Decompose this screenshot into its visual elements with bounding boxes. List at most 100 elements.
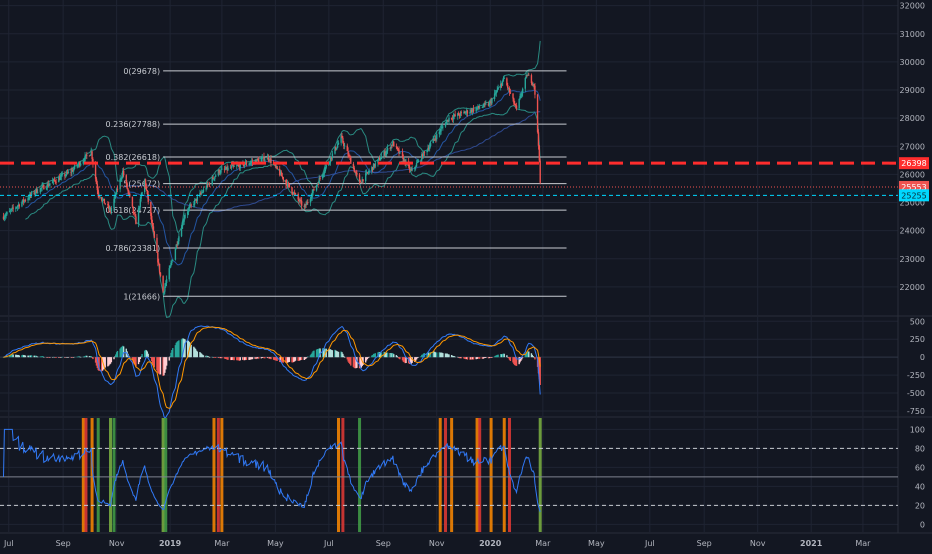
candle-body [426, 150, 428, 153]
macd-histogram-bar [403, 357, 405, 363]
macd-histogram-bar [293, 357, 295, 362]
macd-histogram-bar [410, 357, 412, 364]
rsi-line [3, 428, 541, 513]
candle-body [293, 192, 296, 194]
candle-body [329, 162, 331, 163]
candle-body [340, 135, 342, 143]
macd-histogram-bar [146, 351, 149, 358]
macd-histogram-bar [533, 357, 535, 358]
macd-histogram-bar [150, 357, 152, 358]
macd-histogram-bar [340, 351, 342, 358]
macd-histogram-bar [310, 354, 313, 358]
macd-histogram-bar [227, 357, 229, 360]
candle-body [432, 138, 434, 144]
macd-histogram-bar [152, 357, 155, 366]
macd-histogram-bar [432, 351, 434, 358]
macd-histogram-bar [460, 357, 462, 359]
macd-histogram-bar [477, 357, 479, 359]
macd-histogram-bar [305, 357, 307, 359]
candle-body [201, 192, 204, 193]
macd-histogram-bar [72, 357, 75, 358]
candle-body [366, 172, 369, 174]
macd-histogram-bar [490, 357, 492, 358]
candle-body [73, 165, 76, 170]
candle-body [521, 93, 523, 96]
candle-body [305, 204, 307, 206]
macd-histogram-bar [41, 356, 43, 358]
macd-histogram-bar [292, 357, 294, 363]
macd-histogram-bar [285, 357, 287, 363]
macd-histogram-bar [532, 356, 534, 358]
candle-body [45, 187, 48, 190]
candle-body [436, 134, 438, 140]
macd-histogram-bar [348, 357, 350, 363]
candle-body [137, 207, 140, 225]
macd-histogram-bar [300, 357, 303, 361]
macd-histogram-bar [298, 357, 300, 361]
macd-histogram-bar [515, 357, 518, 366]
macd-histogram-bar [251, 357, 254, 360]
candle-body [182, 221, 184, 223]
candle-body [416, 161, 419, 164]
macd-histogram-bar [306, 357, 308, 358]
macd-histogram-bar [475, 357, 477, 360]
macd-histogram-bar [208, 356, 210, 358]
candle-body [389, 148, 391, 149]
candle-body [519, 96, 521, 99]
macd-histogram-bar [91, 357, 93, 358]
candle-body [78, 162, 80, 165]
candle-body [172, 259, 174, 261]
candle-body [11, 207, 13, 209]
macd-histogram-bar [524, 354, 526, 358]
fib-level-label: 0.236(27788) [106, 120, 161, 129]
rsi-signal-band [164, 418, 168, 532]
candle-body [395, 146, 398, 148]
candle-body [28, 198, 30, 199]
macd-histogram-bar [79, 356, 82, 358]
candle-body [396, 146, 398, 149]
macd-tick-label: 0 [920, 353, 925, 362]
candle-body [509, 92, 512, 94]
rsi-signal-band [84, 418, 88, 532]
price-tick-label: 28000 [900, 114, 925, 123]
candle-body [36, 189, 38, 193]
candle-body [530, 75, 533, 84]
candle-body [385, 152, 387, 156]
macd-histogram-bar [311, 352, 313, 358]
rsi-tick-label: 40 [915, 482, 925, 491]
candle-body [294, 193, 297, 195]
candle-body [414, 166, 417, 168]
candle-body [440, 128, 442, 132]
candle-body [329, 157, 332, 163]
candle-body [421, 154, 423, 161]
candle-body [22, 199, 25, 202]
candle-body [248, 163, 250, 165]
macd-histogram-bar [177, 341, 179, 358]
candle-body [52, 179, 55, 182]
macd-histogram-bar [11, 354, 13, 358]
macd-histogram-bar [193, 347, 196, 358]
candle-body [60, 175, 63, 177]
macd-histogram-bar [528, 351, 530, 358]
candle-body [372, 167, 374, 170]
macd-histogram-bar [337, 351, 340, 358]
candle-body [306, 202, 308, 206]
macd-histogram-bar [89, 356, 92, 358]
candle-body [477, 105, 479, 109]
candle-body [121, 176, 123, 179]
macd-histogram-bar [245, 357, 248, 360]
candle-body [427, 148, 429, 151]
candle-body [237, 165, 240, 167]
candle-body [360, 182, 363, 184]
candle-body [260, 158, 263, 163]
macd-histogram-bar [374, 353, 377, 358]
price-tick-label: 24000 [900, 227, 925, 236]
fib-level-label: .5(25672) [121, 180, 160, 189]
macd-histogram-bar [478, 357, 480, 359]
macd-histogram-bar [266, 357, 269, 359]
candle-body [508, 88, 511, 93]
macd-histogram-bar [288, 357, 291, 362]
candle-body [71, 170, 73, 173]
